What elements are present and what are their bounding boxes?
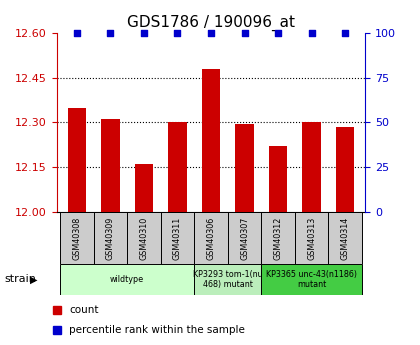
Bar (194, 264, 261, 295)
Bar (101, 119, 120, 212)
Bar (60, 264, 194, 295)
Text: percentile rank within the sample: percentile rank within the sample (69, 325, 245, 335)
Text: GSM40313: GSM40313 (307, 216, 316, 260)
Point (208, 30, 215, 36)
Bar (261, 212, 295, 264)
Text: wildtype: wildtype (110, 275, 144, 284)
Bar (302, 122, 321, 212)
Text: count: count (69, 305, 99, 315)
Text: GSM40306: GSM40306 (207, 216, 215, 260)
Bar (228, 212, 261, 264)
Text: GSM40307: GSM40307 (240, 216, 249, 260)
Point (174, 30, 181, 36)
Point (342, 30, 349, 36)
Text: GSM40311: GSM40311 (173, 216, 182, 260)
Text: GSM40314: GSM40314 (341, 216, 350, 260)
Bar (295, 212, 328, 264)
Title: GDS1786 / 190096_at: GDS1786 / 190096_at (127, 15, 295, 31)
Text: GSM40310: GSM40310 (139, 216, 148, 260)
Bar (94, 212, 127, 264)
Bar (194, 212, 228, 264)
Point (107, 30, 114, 36)
Text: GSM40312: GSM40312 (274, 216, 283, 260)
Bar (60, 212, 94, 264)
Bar (127, 212, 161, 264)
Bar (336, 127, 354, 212)
Point (308, 30, 315, 36)
Bar (202, 69, 220, 212)
Bar (328, 212, 362, 264)
Text: GSM40309: GSM40309 (106, 216, 115, 260)
Bar (168, 122, 187, 212)
Text: GSM40308: GSM40308 (72, 216, 81, 260)
Bar (235, 124, 254, 212)
Text: ▶: ▶ (30, 275, 38, 284)
Bar (269, 146, 287, 212)
Bar (261, 264, 362, 295)
Point (241, 30, 248, 36)
Point (275, 30, 281, 36)
Bar (161, 212, 194, 264)
Text: KP3293 tom-1(nu
468) mutant: KP3293 tom-1(nu 468) mutant (193, 270, 262, 289)
Point (141, 30, 147, 36)
Text: strain: strain (4, 275, 36, 284)
Bar (68, 108, 86, 212)
Bar (135, 164, 153, 212)
Point (74, 30, 80, 36)
Text: KP3365 unc-43(n1186)
mutant: KP3365 unc-43(n1186) mutant (266, 270, 357, 289)
